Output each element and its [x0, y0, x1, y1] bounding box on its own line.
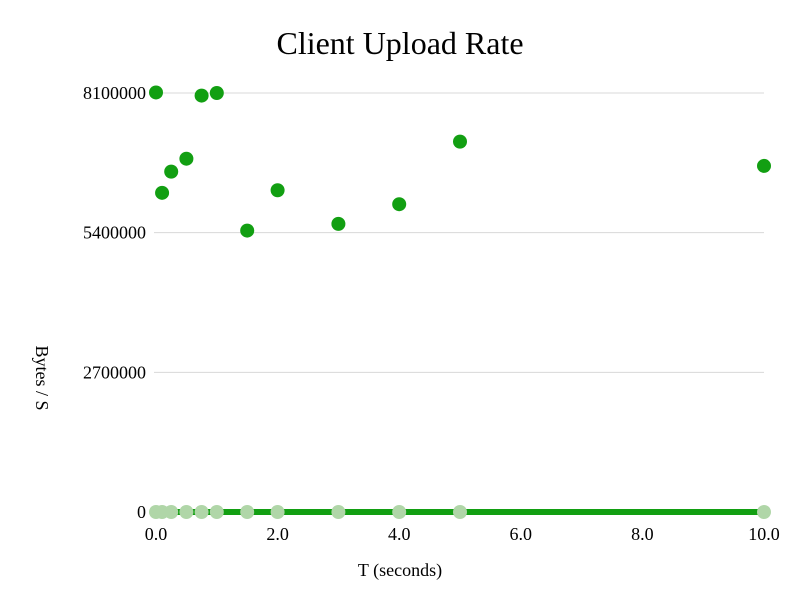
x-tick-label: 4.0 — [388, 524, 411, 544]
data-point — [194, 505, 209, 519]
data-points — [149, 85, 771, 519]
data-point — [194, 88, 209, 103]
x-axis-ticks: 0.0 2.0 4.0 6.0 8.0 10.0 — [145, 524, 780, 544]
data-point — [331, 505, 346, 519]
y-axis-label: Bytes / S — [32, 345, 52, 410]
data-point — [164, 164, 179, 179]
data-point — [179, 505, 194, 519]
data-point — [270, 183, 285, 198]
data-point — [209, 86, 224, 100]
y-tick-label: 5400000 — [83, 223, 146, 243]
data-point — [164, 505, 179, 519]
data-point — [155, 185, 170, 200]
data-point — [270, 505, 285, 519]
x-tick-label: 2.0 — [266, 524, 289, 544]
y-tick-label: 8100000 — [83, 83, 146, 103]
x-axis-label: T (seconds) — [358, 560, 442, 581]
data-point — [331, 216, 346, 231]
x-tick-label: 10.0 — [748, 524, 780, 544]
x-tick-label: 0.0 — [145, 524, 168, 544]
data-point — [149, 85, 163, 100]
y-tick-label: 2700000 — [83, 362, 146, 382]
x-tick-label: 6.0 — [510, 524, 533, 544]
data-point — [757, 505, 771, 519]
data-point — [392, 505, 407, 519]
data-point — [240, 223, 255, 238]
data-point — [179, 151, 194, 166]
data-point — [757, 158, 771, 173]
data-point — [240, 505, 255, 519]
chart-title: Client Upload Rate — [276, 25, 523, 61]
grid-lines — [154, 92, 764, 373]
data-point — [209, 505, 224, 519]
data-point — [392, 197, 407, 212]
x-tick-label: 8.0 — [631, 524, 654, 544]
y-axis-ticks: 0 2700000 5400000 8100000 — [83, 83, 146, 522]
data-point — [453, 134, 467, 149]
y-tick-label: 0 — [137, 502, 146, 522]
data-point — [453, 505, 467, 519]
